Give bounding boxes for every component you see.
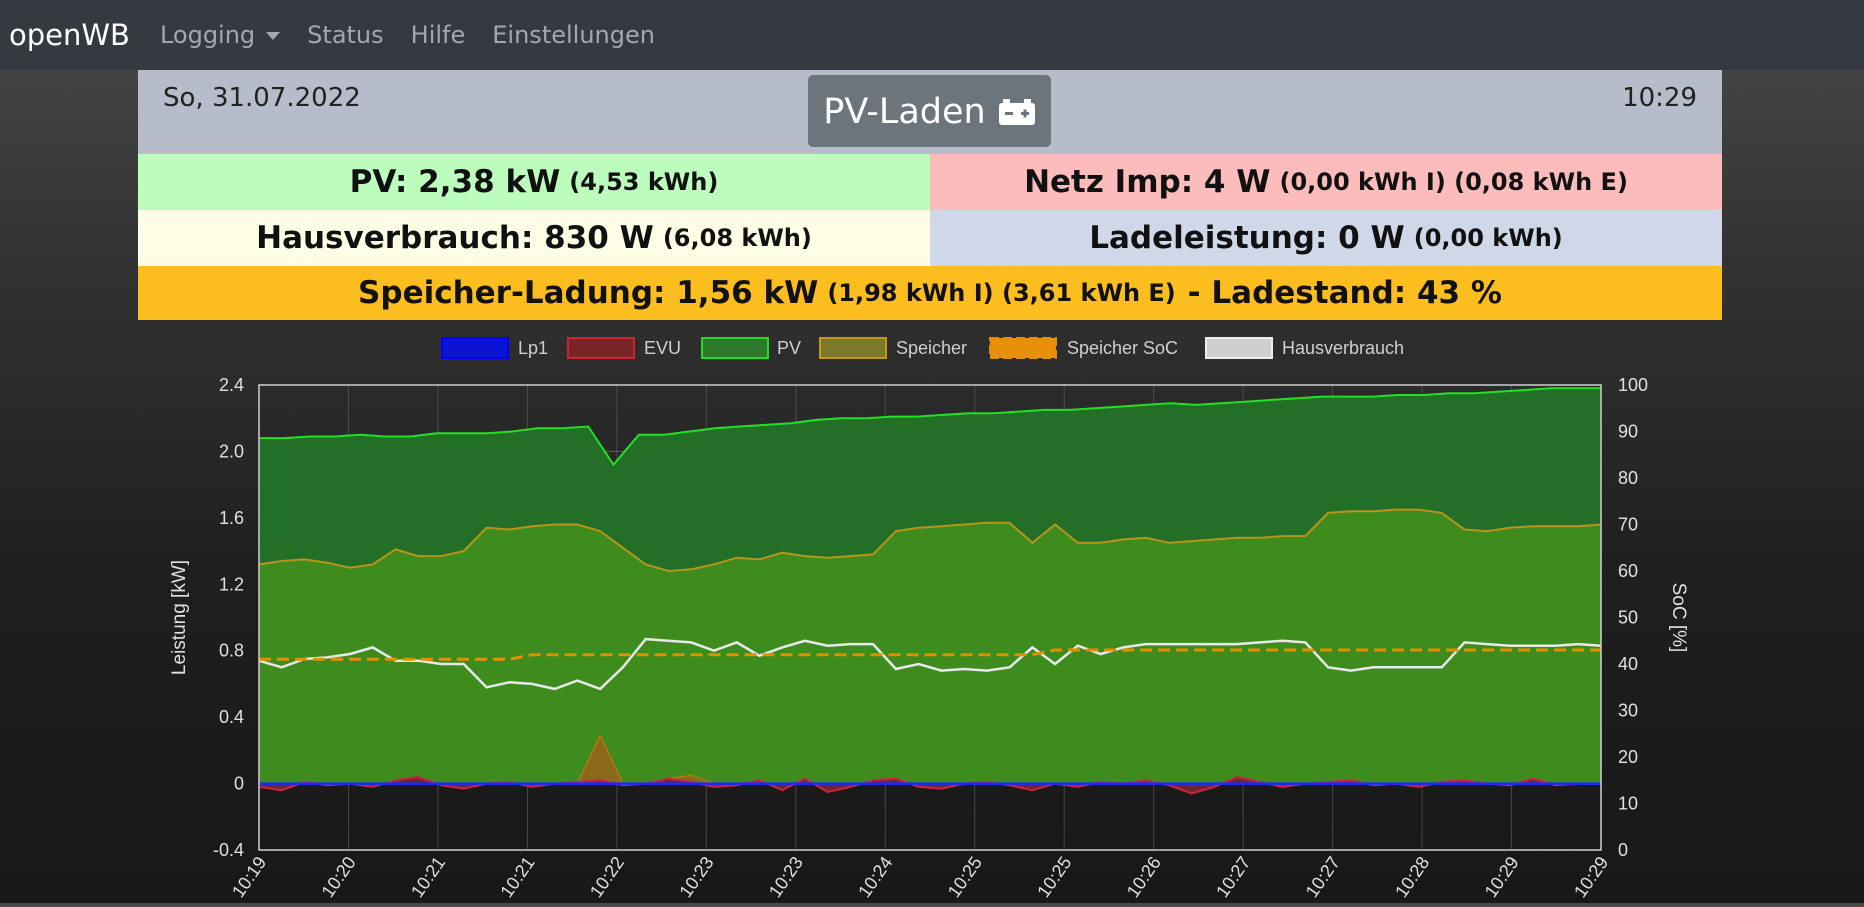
x-tick-label: 10:21 <box>407 853 449 901</box>
legend-item-evu: EVU <box>567 337 681 359</box>
nav-einstellungen[interactable]: Einstellungen <box>492 21 655 49</box>
x-tick-label: 10:24 <box>854 853 896 901</box>
pv-energy: (4,53 kWh) <box>569 168 719 196</box>
y-tick-label: 2.0 <box>219 441 244 461</box>
y-tick-label: 1.6 <box>219 508 244 528</box>
speicher-energy: (1,98 kWh I) (3,61 kWh E) <box>827 279 1176 307</box>
top-navbar: openWB Logging Status Hilfe Einstellunge… <box>0 0 1864 70</box>
y2-tick-label: 80 <box>1618 468 1638 488</box>
speicher-row: Speicher-Ladung: 1,56 kW (1,98 kWh I) (3… <box>138 266 1722 320</box>
legend-item-pv: PV <box>701 337 801 359</box>
car-battery-icon <box>998 99 1035 125</box>
chevron-down-icon <box>266 32 281 40</box>
nav-logging-label: Logging <box>159 21 256 49</box>
y2-tick-label: 90 <box>1618 422 1638 442</box>
hausverbrauch-energy: (6,08 kWh) <box>662 224 812 252</box>
hausverbrauch-line <box>258 637 1602 691</box>
x-tick-label: 10:29 <box>1481 853 1523 901</box>
speicher-area <box>259 509 1601 784</box>
legend-swatch <box>989 337 1057 359</box>
x-tick-label: 10:23 <box>765 853 807 901</box>
x-tick-label: 10:21 <box>496 853 538 901</box>
y-tick-label: 2.4 <box>219 375 244 395</box>
netz-value: Netz Imp: 4 W <box>1024 164 1271 200</box>
chart-series <box>258 387 1602 795</box>
x-tick-label: 10:22 <box>586 853 628 901</box>
y-tick-label: 0.4 <box>219 707 244 727</box>
legend-label: Speicher <box>896 338 967 358</box>
legend-item-lp1: Lp1 <box>441 337 548 359</box>
chart-legend: Lp1 EVU PV Speicher Speicher SoC Hausverbrauc… <box>441 337 1404 359</box>
power-chart: Lp1 EVU PV Speicher Speicher SoC Hausverbrauc… <box>0 330 1864 903</box>
y-tick-label: 0 <box>234 774 244 794</box>
legend-label: EVU <box>644 338 681 358</box>
pv-line <box>259 387 1601 467</box>
x-tick-label: 10:20 <box>318 853 360 901</box>
x-tick-label: 10:28 <box>1391 853 1433 901</box>
brand-logo[interactable]: openWB <box>9 18 130 52</box>
legend-label: Speicher SoC <box>1067 338 1178 358</box>
x-tick-label: 10:27 <box>1302 853 1344 901</box>
nav-status[interactable]: Status <box>307 21 384 49</box>
nav-logging[interactable]: Logging <box>159 21 281 49</box>
y-tick-label: 0.8 <box>219 641 244 661</box>
y2-tick-label: 10 <box>1618 794 1638 814</box>
speicher-value: Speicher-Ladung: 1,56 kW <box>358 275 819 311</box>
legend-swatch <box>1205 337 1273 359</box>
hausverbrauch-value: Hausverbrauch: 830 W <box>256 220 654 256</box>
y2-tick-label: 50 <box>1618 608 1638 628</box>
y2-tick-label: 30 <box>1618 701 1638 721</box>
legend-swatch <box>567 337 635 359</box>
y2-tick-label: 20 <box>1618 747 1638 767</box>
x-tick-label: 10:29 <box>1570 853 1612 901</box>
legend-swatch <box>819 337 887 359</box>
legend-item-speicher: Speicher <box>819 337 967 359</box>
ladeleistung-value: Ladeleistung: 0 W <box>1089 220 1405 256</box>
ladeleistung-row: Ladeleistung: 0 W (0,00 kWh) <box>930 210 1722 266</box>
y2-tick-label: 40 <box>1618 654 1638 674</box>
legend-label: Hausverbrauch <box>1282 338 1404 358</box>
header-panel: So, 31.07.2022 PV-Laden 10:29 <box>138 70 1722 154</box>
speicher-soc: - Ladestand: 43 % <box>1187 275 1502 311</box>
x-tick-label: 10:25 <box>1033 853 1075 901</box>
y-tick-label: 1.2 <box>219 574 244 594</box>
legend-item-hausverbrauch: Hausverbrauch <box>1205 337 1404 359</box>
y2-tick-label: 70 <box>1618 515 1638 535</box>
netz-energy: (0,00 kWh I) (0,08 kWh E) <box>1279 168 1628 196</box>
charge-mode-label: PV-Laden <box>823 92 986 132</box>
x-tick-label: 10:19 <box>228 853 270 901</box>
legend-swatch <box>701 337 769 359</box>
speicher-line <box>258 508 1602 573</box>
speicher-soc-line <box>259 648 1601 661</box>
legend-swatch <box>441 337 509 359</box>
plot-border <box>258 384 1602 851</box>
y2-axis-label: SoC [%] <box>1668 583 1689 653</box>
x-tick-label: 10:25 <box>944 853 986 901</box>
date-display: So, 31.07.2022 <box>163 83 361 113</box>
time-display: 10:29 <box>1622 83 1697 113</box>
nav-hilfe[interactable]: Hilfe <box>410 21 466 49</box>
y-axis-label: Leistung [kW] <box>169 560 190 675</box>
legend-label: Lp1 <box>518 338 548 358</box>
y2-tick-label: 60 <box>1618 561 1638 581</box>
legend-item-speicher-soc: Speicher SoC <box>989 337 1178 359</box>
pv-row: PV: 2,38 kW (4,53 kWh) <box>138 154 930 210</box>
charge-mode-button[interactable]: PV-Laden <box>808 75 1051 147</box>
ladeleistung-energy: (0,00 kWh) <box>1413 224 1563 252</box>
legend-label: PV <box>777 338 801 358</box>
netz-row: Netz Imp: 4 W (0,00 kWh I) (0,08 kWh E) <box>930 154 1722 210</box>
power-chart-svg: Lp1 EVU PV Speicher Speicher SoC Hausverbrauc… <box>169 337 1689 901</box>
hausverbrauch-row: Hausverbrauch: 830 W (6,08 kWh) <box>138 210 930 266</box>
y2-tick-label: 0 <box>1618 840 1628 860</box>
y2-tick-label: 100 <box>1618 375 1648 395</box>
y-tick-label: -0.4 <box>213 840 244 860</box>
x-tick-label: 10:27 <box>1212 853 1254 901</box>
x-tick-label: 10:26 <box>1123 853 1165 901</box>
pv-value: PV: 2,38 kW <box>349 164 561 200</box>
x-tick-label: 10:23 <box>675 853 717 901</box>
